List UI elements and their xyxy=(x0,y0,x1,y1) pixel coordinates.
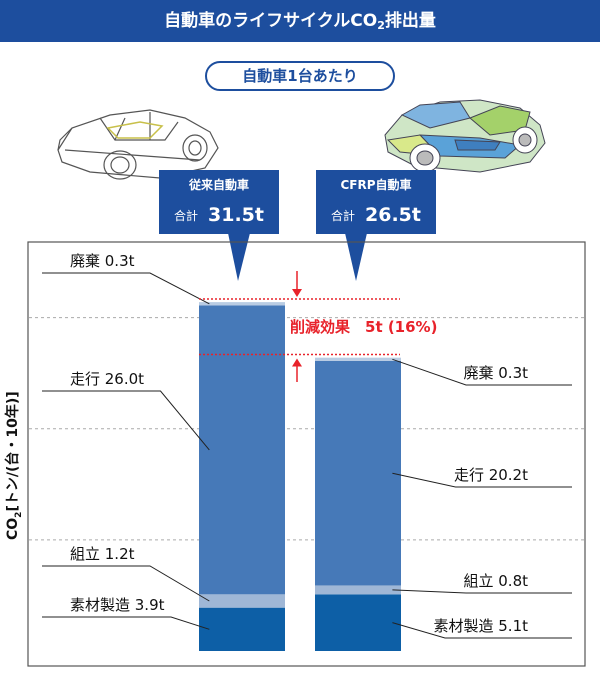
callout-conventional-total-label: 合計 xyxy=(174,208,198,223)
y-axis-label: CO2[トン/(台・10年)] xyxy=(5,391,24,540)
bar-label: 素材製造 5.1t xyxy=(433,617,528,635)
title-bar: 自動車のライフサイクルCO2排出量 xyxy=(0,0,600,42)
bar-label: 走行 26.0t xyxy=(70,370,144,388)
bars xyxy=(199,302,401,651)
leader-line xyxy=(392,358,572,386)
bar-segment xyxy=(315,361,401,586)
leader-line xyxy=(42,565,210,602)
bar-label: 組立 0.8t xyxy=(463,572,528,590)
callout-conventional-total: 31.5t xyxy=(208,204,264,226)
grid xyxy=(29,317,584,541)
leader-line xyxy=(392,622,572,639)
conventional-car-icon xyxy=(57,109,219,180)
leader-line xyxy=(392,589,572,594)
leader-line xyxy=(42,390,210,451)
bar-labels: 素材製造 3.9t 素材製造 5.1t 組立 1.2t 組立 0.8t 走行 26.0t… xyxy=(70,252,528,635)
callout-cfrp xyxy=(316,170,436,281)
subtitle-pill: 自動車1台あたり xyxy=(205,61,395,91)
bar-label: 廃棄 0.3t xyxy=(463,364,528,382)
cfrp-car-icon xyxy=(384,99,546,173)
bar-label: 組立 1.2t xyxy=(70,545,135,563)
arrow-down-head xyxy=(292,289,302,297)
leader-lines xyxy=(42,272,572,639)
callout-cfrp-total-label: 合計 xyxy=(331,208,355,223)
reduction-markers xyxy=(199,271,400,382)
callout-conventional xyxy=(159,170,279,281)
bar-label: 走行 20.2t xyxy=(454,466,528,484)
bar-segment xyxy=(315,594,401,651)
bar-label: 素材製造 3.9t xyxy=(70,596,165,614)
arrow-up-head xyxy=(292,358,302,367)
bar-segment xyxy=(199,594,285,608)
bar-segment xyxy=(199,607,285,651)
bar-segment xyxy=(315,585,401,595)
callout-conventional-name: 従来自動車 xyxy=(188,177,249,192)
plot-frame xyxy=(27,241,586,667)
leader-line xyxy=(42,272,210,305)
bar-segment xyxy=(315,357,401,361)
chart-title: 自動車のライフサイクルCO2排出量 xyxy=(164,11,436,32)
leader-line xyxy=(392,472,572,488)
leader-line xyxy=(42,616,210,630)
callout-cfrp-total: 26.5t xyxy=(365,204,421,226)
reduction-label: 削減効果 5t (16%) xyxy=(290,318,437,336)
bar-label: 廃棄 0.3t xyxy=(70,252,135,270)
callout-cfrp-name: CFRP自動車 xyxy=(340,177,411,192)
bar-segment xyxy=(199,302,285,306)
bar-segment xyxy=(199,305,285,595)
